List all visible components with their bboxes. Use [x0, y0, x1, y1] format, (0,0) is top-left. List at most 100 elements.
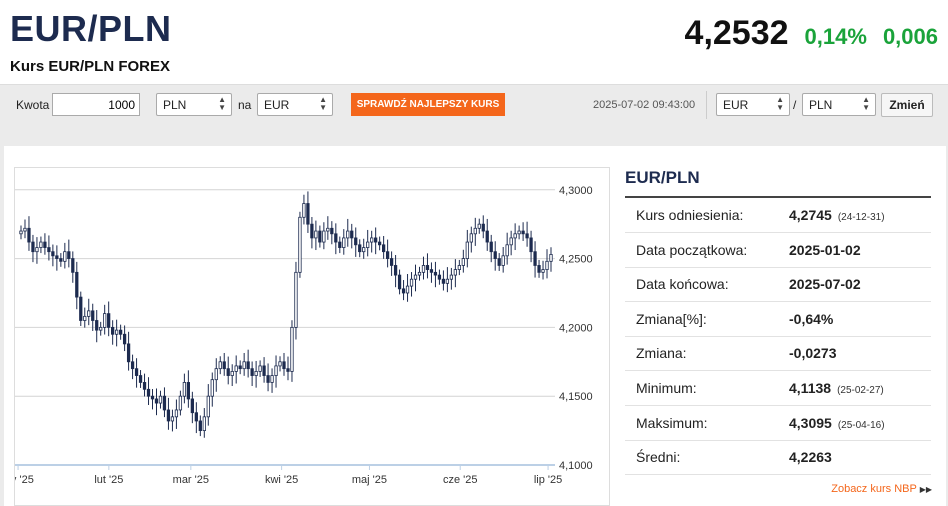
candle-body [529, 237, 533, 253]
stats-row-value-text: 2025-01-02 [789, 241, 861, 258]
candle-body [138, 375, 143, 383]
candle-body [266, 375, 270, 383]
stats-row-value: -0,64% [789, 311, 839, 327]
candle-body [134, 368, 139, 376]
candle-body [445, 278, 450, 284]
y-tick-label: 4,3000 [559, 185, 593, 197]
candle-body [449, 274, 454, 280]
candle-body [521, 230, 525, 235]
stats-row-value-text: -0,0273 [789, 345, 837, 362]
x-tick-label: lip '25 [534, 474, 562, 486]
change-percent: 0,14% [804, 24, 867, 49]
candle-body [453, 269, 457, 276]
stats-row-date: (24-12-31) [837, 212, 885, 223]
candle-body [242, 361, 246, 370]
candle-body [362, 247, 366, 253]
candle-body [194, 412, 198, 422]
x-tick-label: kwi '25 [265, 474, 298, 486]
candle-body [354, 237, 358, 246]
candle-body [437, 274, 442, 280]
candle-body [366, 241, 370, 248]
candle-body [206, 395, 210, 418]
candle-body [318, 230, 322, 243]
stats-row: Maksimum: 4,3095 (25-04-16) [625, 407, 931, 441]
candle-body [250, 368, 254, 376]
candle-body [71, 258, 75, 273]
candle-body [537, 265, 541, 273]
candle-body [322, 230, 326, 243]
from-currency-value: PLN [163, 98, 187, 112]
stats-row-value: 4,1138 (25-02-27) [789, 380, 884, 396]
candle-body [43, 241, 47, 248]
stats-row: Kurs odniesienia: 4,2745 (24-12-31) [625, 199, 931, 233]
x-tick-label: maj '25 [352, 474, 387, 486]
candle-body [429, 269, 434, 273]
candle-body [481, 223, 485, 232]
candle-body [158, 395, 163, 404]
candle-body [505, 244, 509, 257]
candle-body [278, 361, 282, 367]
select-arrows-icon: ▲ ▼ [218, 95, 226, 112]
stats-row-date: (25-04-16) [837, 419, 885, 431]
candle-body [298, 216, 302, 273]
candle-body [326, 227, 330, 232]
stats-row: Średni: 4,2263 [625, 441, 931, 476]
candle-body [23, 227, 27, 232]
candle-body [186, 382, 191, 400]
stats-row-value: 4,2263 [789, 449, 838, 465]
best-rate-button[interactable]: SPRAWDŹ NAJLEPSZY KURS [351, 93, 505, 116]
pair-quote-select[interactable]: PLN ▲ ▼ [802, 93, 876, 116]
candle-body [302, 203, 306, 218]
candle-body [55, 255, 59, 259]
candle-body [103, 313, 107, 328]
candle-body [59, 258, 63, 262]
stats-row-value: -0,0273 [789, 345, 842, 361]
candle-body [174, 409, 179, 418]
candle-body [67, 251, 71, 259]
stats-row: Zmiana[%]: -0,64% [625, 303, 931, 337]
candle-body [75, 271, 79, 298]
stats-row-value-text: 4,3095 [789, 414, 832, 431]
candle-body [130, 361, 135, 370]
pair-base-select[interactable]: EUR ▲ ▼ [716, 93, 790, 116]
to-currency-select[interactable]: EUR ▲ ▼ [257, 93, 333, 116]
candle-body [493, 251, 497, 259]
stats-row-label: Minimum: [636, 380, 697, 396]
from-currency-select[interactable]: PLN ▲ ▼ [156, 93, 232, 116]
candle-body [370, 237, 374, 243]
candle-body [99, 326, 103, 331]
stats-row: Data początkowa: 2025-01-02 [625, 234, 931, 268]
candle-body [83, 315, 87, 321]
candle-body [378, 241, 382, 246]
candle-body [401, 288, 406, 294]
candle-body [79, 296, 83, 321]
stats-row-label: Kurs odniesienia: [636, 207, 744, 223]
candle-body [385, 251, 390, 259]
nbp-rate-link[interactable]: Zobacz kurs NBP ▶▶ [831, 483, 932, 495]
price-chart[interactable]: 4,1000 4,1500 4,2000 4,2500 4,3000 sty '25 lut… [15, 168, 609, 504]
candle-body [146, 388, 151, 397]
amount-input[interactable] [52, 93, 140, 116]
candle-body [226, 368, 230, 376]
candle-body [63, 251, 67, 262]
current-price: 4,2532 [684, 14, 789, 52]
stats-row-label: Zmiana[%]: [636, 310, 707, 327]
candle-body [286, 368, 290, 372]
candle-body [342, 237, 346, 248]
candle-body [306, 203, 310, 225]
to-label: na [238, 98, 252, 112]
candle-body [35, 247, 39, 253]
y-tick-label: 4,1000 [559, 460, 593, 472]
candle-body [477, 223, 481, 229]
candle-body [218, 361, 222, 370]
candle-body [246, 361, 250, 370]
x-tick-label: sty '25 [15, 474, 34, 486]
candle-body [170, 416, 175, 422]
candle-body [457, 265, 461, 270]
change-pair-button[interactable]: Zmień [881, 93, 933, 117]
candle-body [485, 230, 489, 243]
candle-body [274, 365, 278, 376]
candle-body [290, 326, 294, 372]
candle-body [111, 326, 115, 335]
x-tick-label: lut '25 [94, 474, 123, 486]
